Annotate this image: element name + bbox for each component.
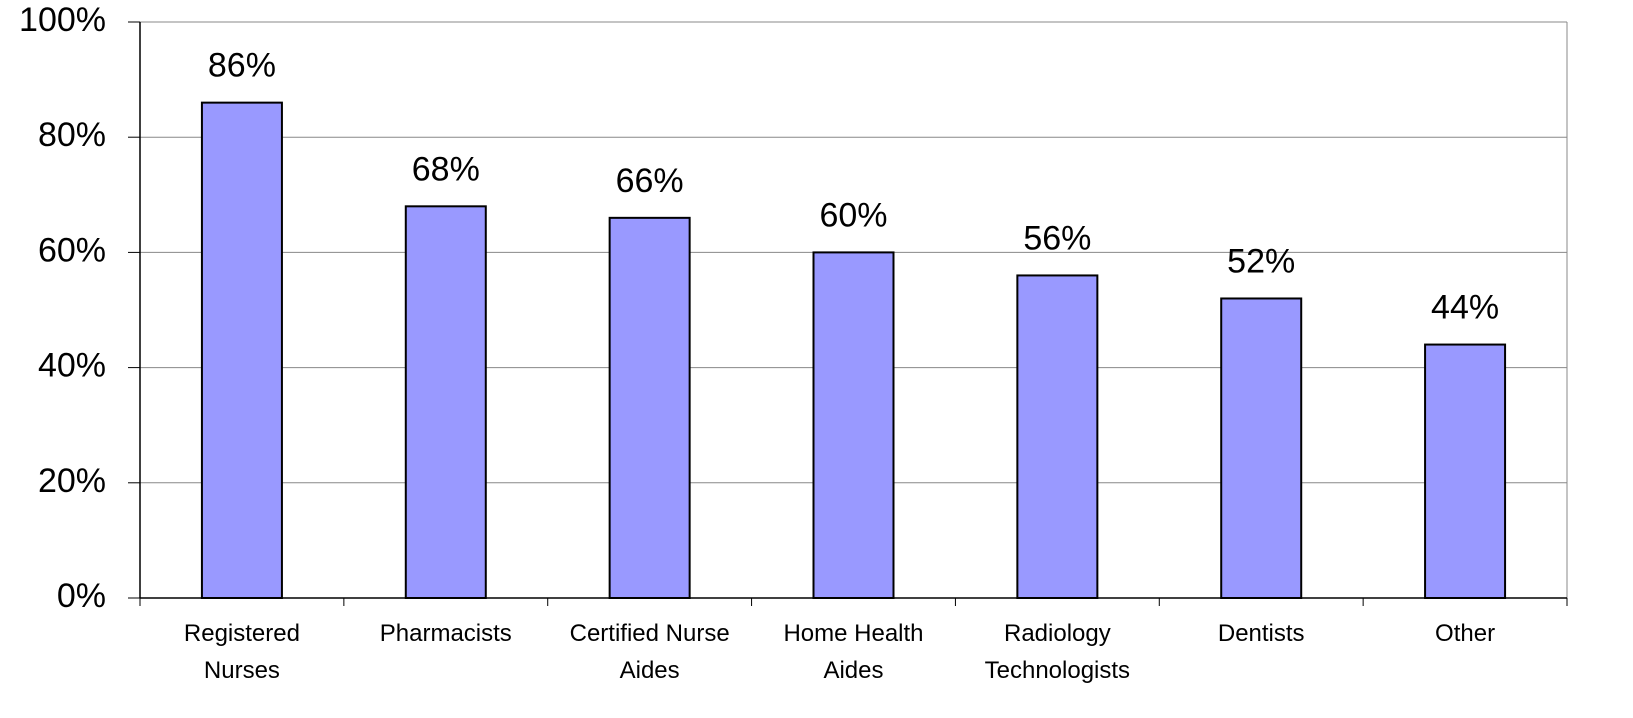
x-tick-label-line: Certified Nurse bbox=[570, 620, 730, 647]
x-tick-label: Dentists bbox=[1218, 620, 1305, 647]
y-tick-label: 60% bbox=[38, 231, 106, 269]
data-label: 60% bbox=[819, 196, 887, 234]
x-tick-label: Certified Nurse Aides bbox=[570, 620, 730, 684]
y-tick-label: 100% bbox=[19, 1, 106, 39]
bar bbox=[1424, 343, 1507, 599]
data-label: 56% bbox=[1023, 219, 1091, 257]
y-tick-label: 40% bbox=[38, 347, 106, 385]
x-tick-label-line: Pharmacists bbox=[380, 620, 512, 647]
bar bbox=[1016, 274, 1099, 599]
data-label: 52% bbox=[1227, 242, 1295, 280]
bar bbox=[404, 205, 487, 599]
x-tick-label-line: Home Health bbox=[783, 620, 923, 647]
y-tick-label: 0% bbox=[57, 577, 106, 615]
x-tick-label-line: Dentists bbox=[1218, 620, 1305, 647]
x-tick-label-line: Radiology bbox=[1004, 620, 1111, 647]
bar bbox=[1220, 297, 1303, 599]
x-tick-label-line: Nurses bbox=[204, 657, 280, 684]
x-tick-label-line: Aides bbox=[823, 657, 883, 684]
data-label: 44% bbox=[1431, 289, 1499, 327]
x-tick-label: Home Health Aides bbox=[783, 620, 923, 684]
bar bbox=[812, 251, 895, 599]
y-tick-label: 80% bbox=[38, 116, 106, 154]
x-tick-label-line: Other bbox=[1435, 620, 1495, 647]
data-label: 86% bbox=[208, 47, 276, 85]
x-tick-label: Pharmacists bbox=[380, 620, 512, 647]
x-tick-label: Radiology Technologists bbox=[985, 620, 1130, 684]
data-label: 66% bbox=[616, 162, 684, 200]
bar bbox=[608, 216, 691, 599]
bar bbox=[200, 101, 283, 599]
x-tick-label-line: Registered bbox=[184, 620, 300, 647]
data-label: 68% bbox=[412, 150, 480, 188]
x-tick-label: Other bbox=[1435, 620, 1495, 647]
x-tick-label-line: Technologists bbox=[985, 657, 1130, 684]
x-tick-label-line: Aides bbox=[620, 657, 680, 684]
x-tick-label: Registered Nurses bbox=[184, 620, 300, 684]
y-tick-label: 20% bbox=[38, 462, 106, 500]
